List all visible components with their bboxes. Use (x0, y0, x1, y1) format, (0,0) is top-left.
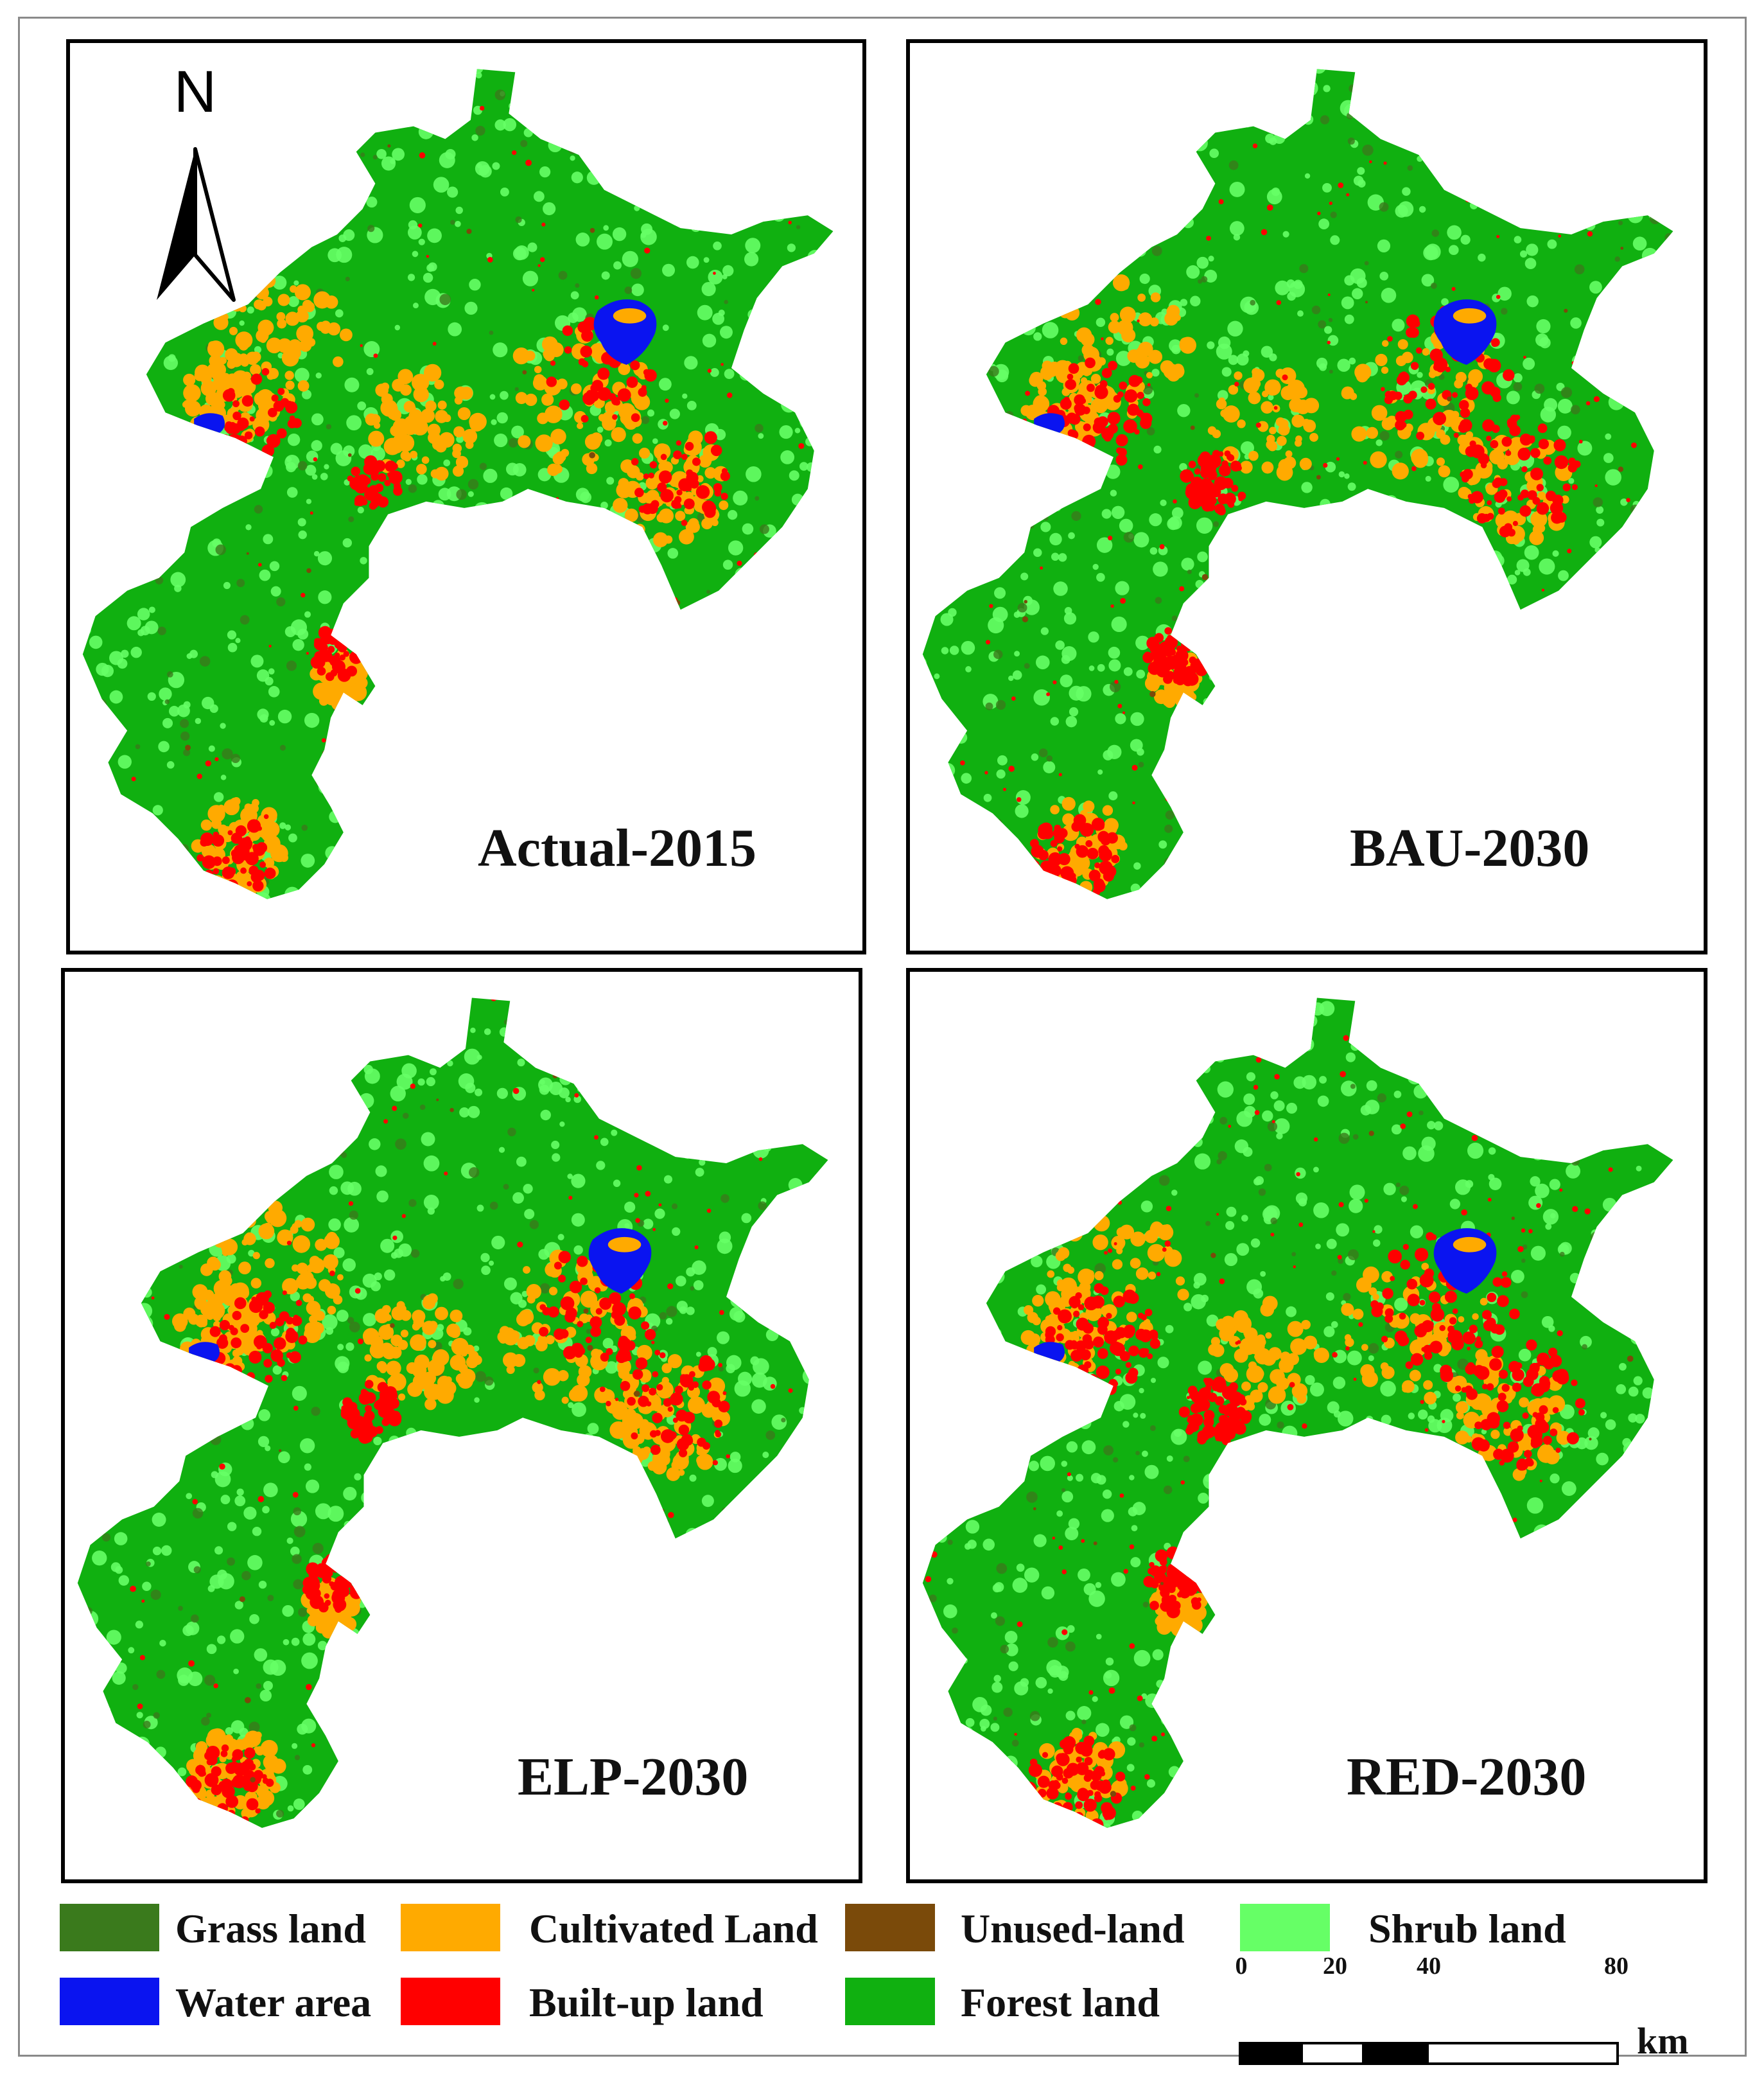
legend-swatch (401, 1904, 500, 1951)
scale-unit: km (1637, 2020, 1689, 2062)
legend-swatch (845, 1904, 935, 1951)
legend-label: Grass land (175, 1906, 366, 1951)
scale-tick-label: 80 (1604, 1953, 1629, 1980)
scale-tick-label: 0 (1235, 1953, 1248, 1980)
legend-swatch (1240, 1904, 1330, 1951)
scale-segment (1300, 2042, 1365, 2065)
legend-swatch (845, 1978, 935, 2025)
land-use-map (77, 997, 828, 1828)
legend-swatch (60, 1904, 159, 1951)
scale-segment (1426, 2042, 1619, 2065)
scale-tick-label: 40 (1417, 1953, 1441, 1980)
panel-label: BAU-2030 (1350, 818, 1590, 878)
legend-label: Unused-land (961, 1906, 1185, 1951)
panel-label: RED-2030 (1347, 1747, 1587, 1807)
legend-swatch (60, 1978, 159, 2025)
scale-segment (1239, 2042, 1303, 2065)
map-figure: N Actual-2015 BAU-2030 ELP-2030 RED-2030… (18, 17, 1747, 2065)
legend-label: Forest land (961, 1980, 1160, 2025)
map-panel-actual-2015: N Actual-2015 (66, 39, 866, 954)
scale-segment (1362, 2042, 1429, 2065)
north-arrow: N (131, 62, 259, 319)
map-panel-elp-2030: ELP-2030 (61, 968, 862, 1883)
land-use-map (922, 69, 1673, 899)
scale-bar: 0 20 40 80 km (1235, 1952, 1701, 2065)
legend-label: Built-up land (529, 1980, 764, 2025)
legend-label: Shrub land (1368, 1906, 1566, 1951)
panel-label: ELP-2030 (518, 1747, 749, 1807)
panel-label: Actual-2015 (478, 818, 756, 878)
land-use-map (82, 69, 834, 899)
legend-swatch (401, 1978, 500, 2025)
north-arrow-icon (157, 147, 236, 302)
legend-label: Water area (175, 1980, 372, 2025)
map-panel-red-2030: RED-2030 (906, 968, 1707, 1883)
legend-label: Cultivated Land (529, 1906, 818, 1951)
north-letter: N (173, 59, 217, 125)
land-use-map (922, 997, 1673, 1828)
scale-tick-label: 20 (1323, 1953, 1347, 1980)
map-panel-bau-2030: BAU-2030 (906, 39, 1707, 954)
